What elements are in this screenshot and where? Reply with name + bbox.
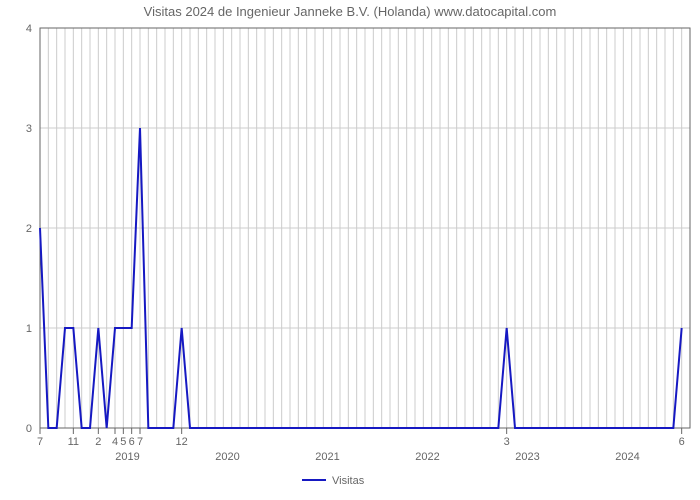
x-tick-label: 7 — [37, 436, 43, 448]
x-axis: 711245671236201920202021202220232024 — [37, 428, 685, 463]
x-year-label: 2021 — [315, 451, 339, 463]
x-tick-label: 2 — [95, 436, 101, 448]
y-tick-label: 3 — [26, 123, 32, 135]
x-tick-label: 5 — [120, 436, 126, 448]
chart-title: Visitas 2024 de Ingenieur Janneke B.V. (… — [144, 4, 557, 19]
x-tick-label: 3 — [504, 436, 510, 448]
x-year-label: 2024 — [615, 451, 639, 463]
x-year-label: 2023 — [515, 451, 539, 463]
y-tick-label: 1 — [26, 323, 32, 335]
x-tick-label: 11 — [68, 436, 79, 448]
y-tick-label: 2 — [26, 223, 32, 235]
legend: Visitas — [302, 475, 365, 487]
x-tick-label: 6 — [679, 436, 685, 448]
x-tick-label: 12 — [176, 436, 188, 448]
x-tick-label: 4 — [112, 436, 118, 448]
y-axis: 0 1 2 3 4 — [26, 23, 32, 435]
legend-label: Visitas — [332, 475, 365, 487]
grid — [40, 28, 690, 428]
x-year-label: 2020 — [215, 451, 239, 463]
data-line — [40, 128, 682, 428]
chart-svg: Visitas 2024 de Ingenieur Janneke B.V. (… — [0, 0, 700, 500]
chart-container: Visitas 2024 de Ingenieur Janneke B.V. (… — [0, 0, 700, 500]
x-year-label: 2022 — [415, 451, 439, 463]
x-tick-label: 7 — [137, 436, 143, 448]
y-tick-label: 0 — [26, 423, 32, 435]
x-tick-label: 6 — [129, 436, 135, 448]
x-year-label: 2019 — [115, 451, 139, 463]
y-tick-label: 4 — [26, 23, 32, 35]
